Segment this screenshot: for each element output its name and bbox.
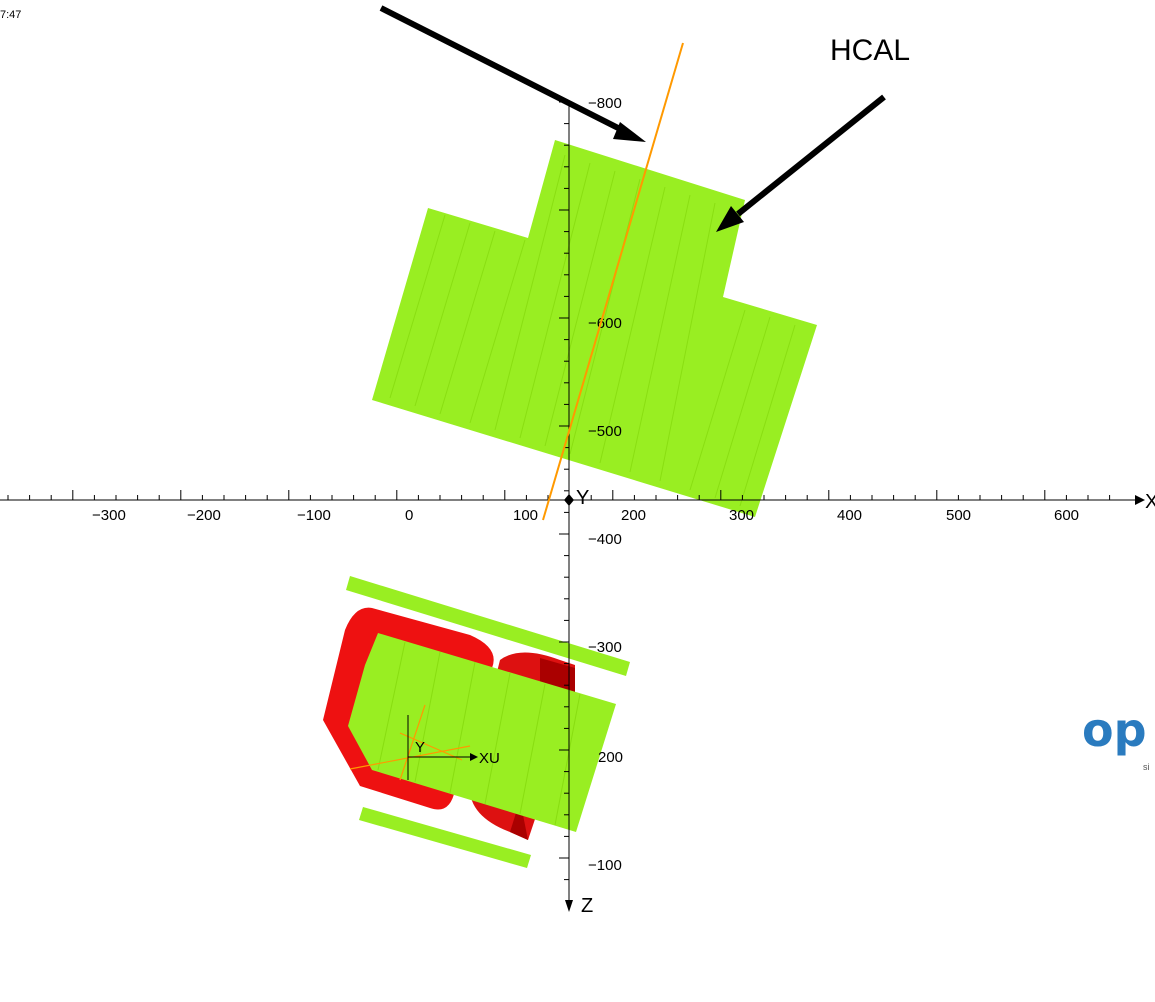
z-axis-name: Z [581,895,593,917]
hcal-texture [389,154,796,507]
v-tick-label: −300 [588,639,622,656]
x-tick-label: −200 [187,507,221,524]
y-axis-name: Y [576,487,589,509]
logo: op si [1082,703,1150,772]
x-tick-label: −100 [297,507,331,524]
v-tick-label: −100 [588,857,622,874]
magnet-shadow-lower [510,800,528,840]
x-axis: −300 −200 −100 0 100 200 300 400 500 600… [0,490,1155,524]
vertical-axis: −800 −600 −500 −400 −300 200 −100 Y Z [559,95,623,917]
x-tick-label: 0 [405,507,413,524]
logo-text: op [1082,703,1147,757]
x-tick-label: 300 [729,507,754,524]
v-tick-label: 200 [598,749,623,766]
x-tick-label: 400 [837,507,862,524]
orientation-widget: Y XU [349,704,500,781]
track-arrowhead [613,122,646,142]
z-axis-arrowhead [565,900,573,912]
hcal-label: HCAL [830,34,910,67]
annotation-arrows: HCAL [379,5,910,232]
v-tick-label: −600 [588,315,622,332]
lower-detector[interactable] [323,576,630,868]
x-tick-label: 500 [946,507,971,524]
hcal-detector[interactable] [372,140,817,517]
particle-track[interactable] [542,42,684,521]
x-tick-label: 200 [621,507,646,524]
central-texture [377,641,581,826]
x-axis-name: X [1145,491,1155,513]
v-tick-label: −400 [588,531,622,548]
lower-strip[interactable] [359,807,531,868]
track-arrow [379,5,630,136]
x-tick-marks [7,490,1111,500]
v-tick-label: −500 [588,423,622,440]
x-axis-arrowhead [1135,495,1145,505]
clock-text: 7:47 [0,9,21,21]
mini-x-arrowhead [470,753,478,761]
hcal-body[interactable] [372,140,817,517]
upper-strip[interactable] [346,576,630,676]
x-tick-label: −300 [92,507,126,524]
hcal-arrowhead [716,206,744,232]
mini-y-label: Y [415,739,425,756]
mini-x-label: XU [479,750,500,767]
central-block[interactable] [348,633,616,832]
hcal-arrow [736,94,886,217]
x-tick-label: 100 [513,507,538,524]
logo-subtext: si [1143,762,1150,772]
origin-marker [564,494,574,506]
v-tick-label: −800 [588,95,622,112]
x-tick-label: 600 [1054,507,1079,524]
